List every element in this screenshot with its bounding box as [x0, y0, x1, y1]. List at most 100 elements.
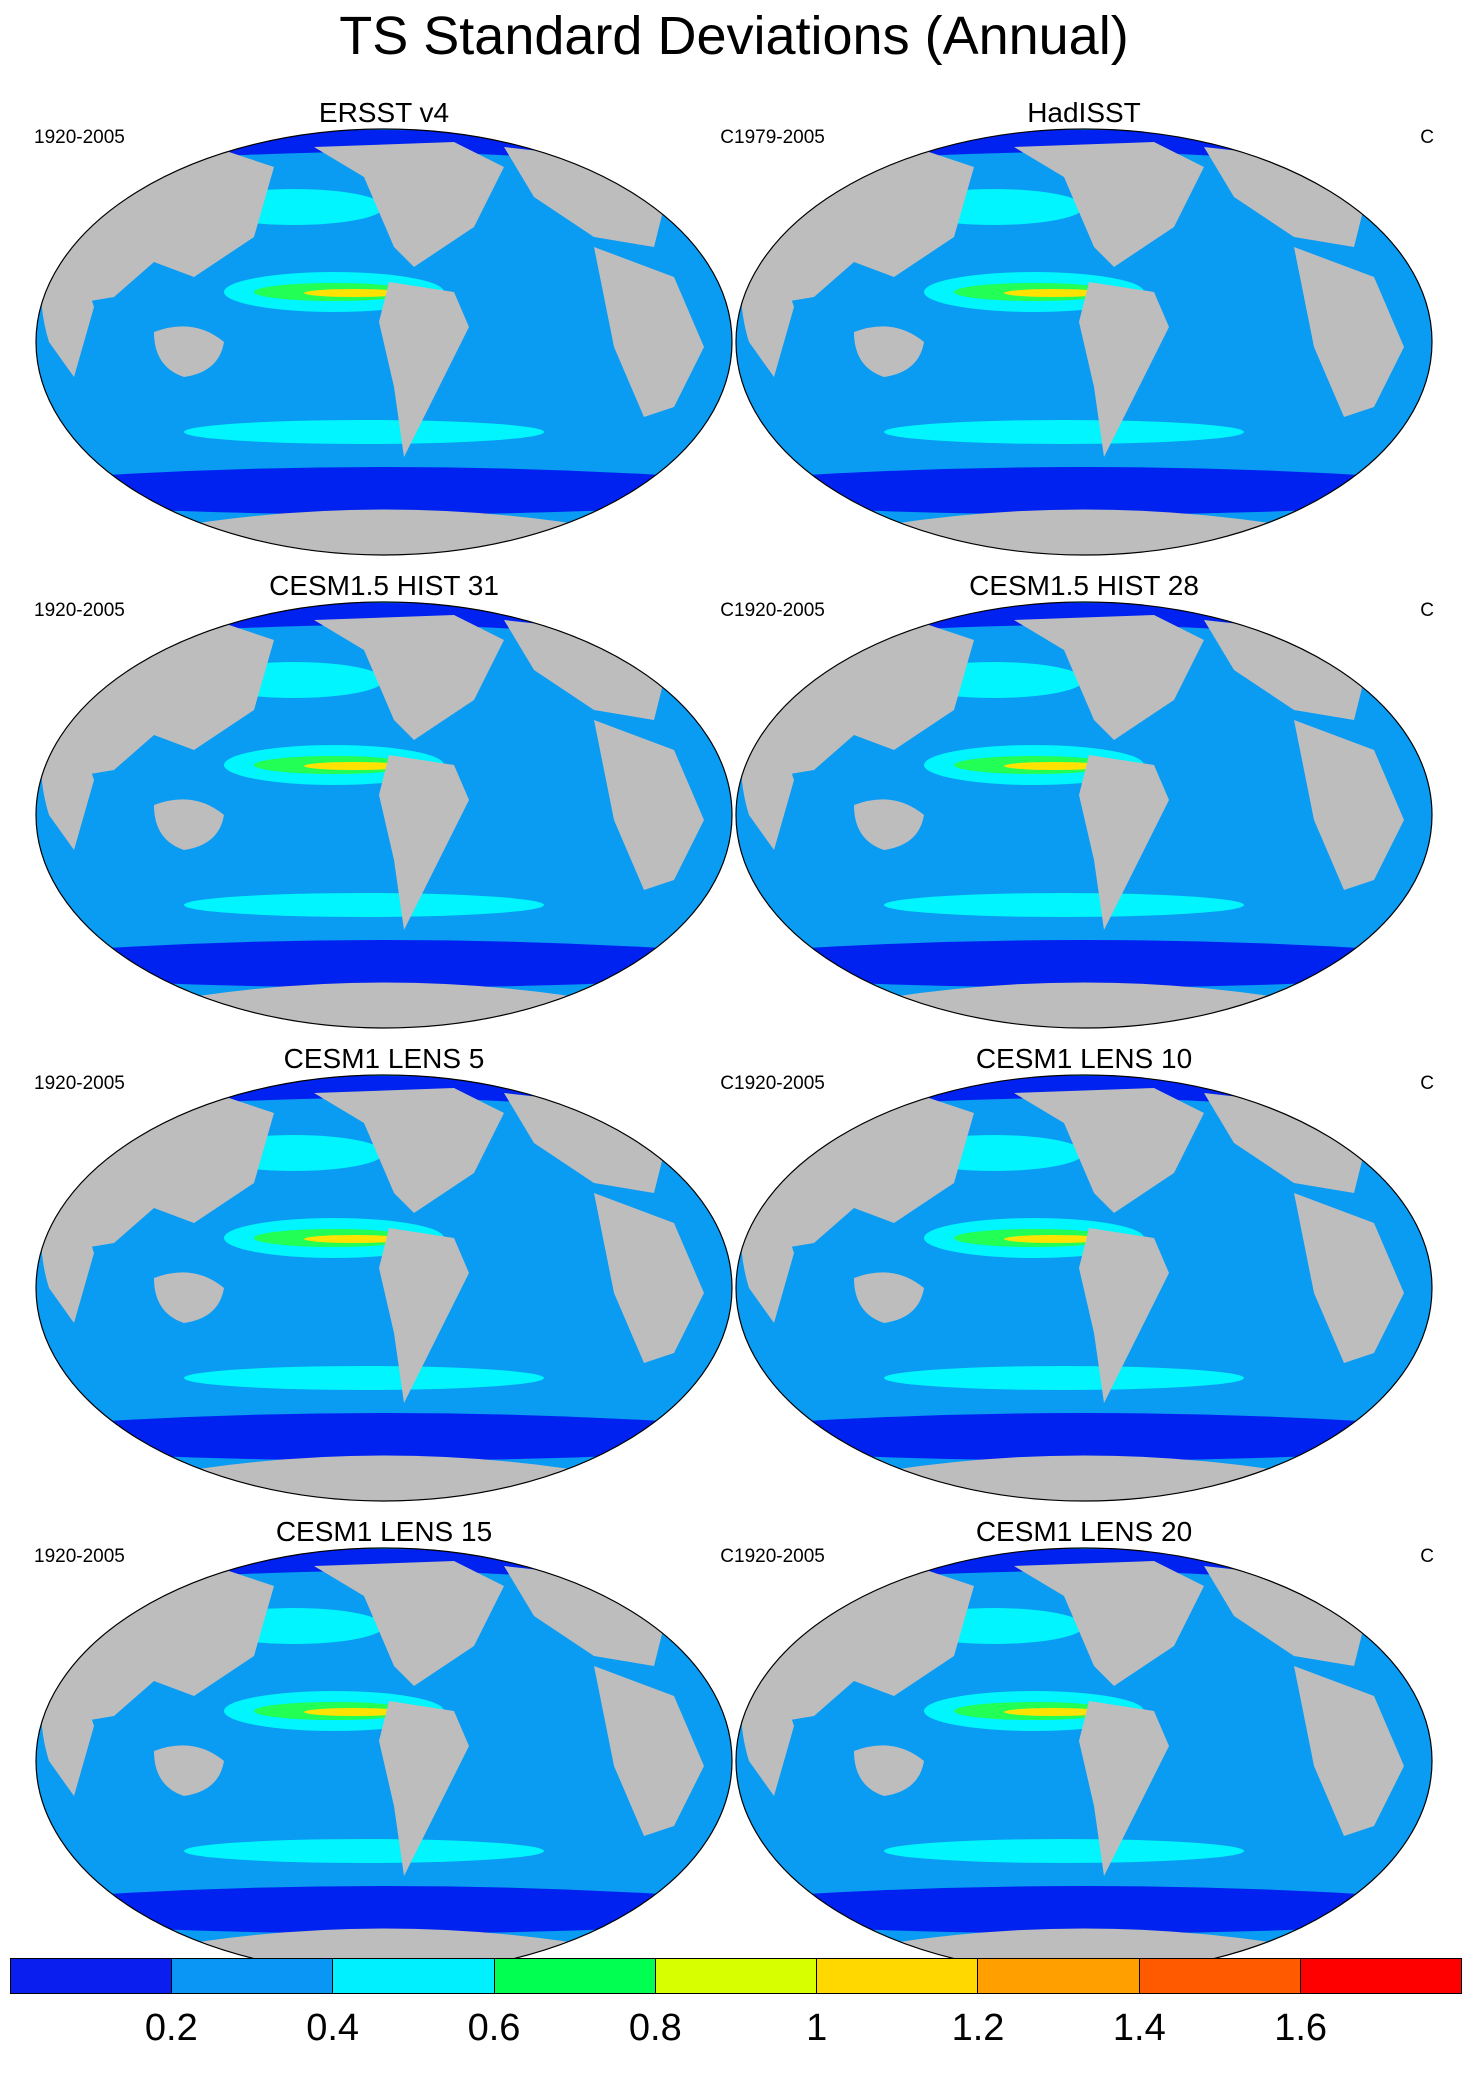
- colorbar-label: 1.6: [1274, 2007, 1328, 2049]
- panel-units: C: [720, 1546, 734, 1567]
- map-outline: [35, 601, 733, 1029]
- panel-years: 1920-2005: [34, 1073, 125, 1094]
- north-america-land: [314, 142, 504, 267]
- panel-years: 1920-2005: [734, 1073, 825, 1094]
- north-america-land: [1014, 1088, 1204, 1213]
- map-panel-cesm1-lens15: CESM1 LENS 15 1920-2005 C: [34, 1516, 734, 1976]
- panel-units: C: [720, 600, 734, 621]
- africa-land: [40, 735, 94, 850]
- panel-title: CESM1 LENS 5: [283, 1043, 485, 1074]
- pacific-peak: [304, 1235, 404, 1243]
- southern-band: [184, 1366, 544, 1390]
- south-america-land: [1079, 755, 1169, 930]
- panel-title: HadISST: [1027, 97, 1141, 128]
- south-america-land: [379, 755, 469, 930]
- south-america-land: [1079, 1228, 1169, 1403]
- southern-band: [184, 1839, 544, 1863]
- colorbar-box: [1139, 1959, 1301, 1993]
- panel-years: 1920-2005: [34, 1546, 125, 1567]
- panel-years: 1979-2005: [734, 127, 825, 148]
- colorbar-label: 1: [806, 2007, 828, 2049]
- north-america-land: [1014, 142, 1204, 267]
- panel-years: 1920-2005: [34, 600, 125, 621]
- map-outline: [735, 601, 1433, 1029]
- antarctic-ice: [774, 1413, 1394, 1461]
- colorbar-box: [1300, 1959, 1461, 1993]
- map-panel-cesm1-lens10: CESM1 LENS 10 1920-2005 C: [734, 1043, 1434, 1503]
- panel-title: CESM1 LENS 20: [975, 1516, 1193, 1547]
- africa-east-land: [594, 247, 704, 417]
- africa-land: [740, 735, 794, 850]
- africa-east-land: [1294, 247, 1404, 417]
- southern-band: [884, 420, 1244, 444]
- australia-land: [854, 799, 924, 850]
- world-map: [735, 601, 1433, 1029]
- southern-band: [184, 420, 544, 444]
- europe-land: [1204, 1093, 1364, 1193]
- pacific-peak: [1004, 762, 1104, 770]
- page-title: TS Standard Deviations (Annual): [339, 6, 1129, 66]
- world-map: [735, 1074, 1433, 1502]
- africa-land: [40, 262, 94, 377]
- south-america-land: [1079, 1701, 1169, 1876]
- pacific-peak: [1004, 289, 1104, 297]
- pacific-peak: [304, 289, 404, 297]
- africa-east-land: [594, 1666, 704, 1836]
- map-panel-cesm15-hist31: CESM1.5 HIST 31 1920-2005 C: [34, 570, 734, 1030]
- panel-years: 1920-2005: [34, 127, 125, 148]
- panel-years: 1920-2005: [734, 1546, 825, 1567]
- europe-land: [504, 1566, 664, 1666]
- europe-land: [504, 1093, 664, 1193]
- pacific-peak: [304, 762, 404, 770]
- map-panel-hadisst: HadISST 1979-2005 C: [734, 97, 1434, 557]
- colorbar-label: 1.4: [1112, 2007, 1166, 2049]
- africa-land: [740, 262, 794, 377]
- map-panel-ersst: ERSST v4 1920-2005 C: [34, 97, 734, 557]
- australia-land: [154, 1745, 224, 1796]
- panel-units: C: [720, 127, 734, 148]
- southern-band: [884, 1366, 1244, 1390]
- map-outline: [735, 1074, 1433, 1502]
- antarctic-ice: [74, 940, 694, 988]
- europe-land: [504, 620, 664, 720]
- europe-land: [1204, 147, 1364, 247]
- colorbar-box: [978, 1959, 1140, 1993]
- map-outline: [35, 128, 733, 556]
- europe-land: [1204, 620, 1364, 720]
- panel-title: CESM1.5 HIST 28: [969, 570, 1199, 601]
- colorbar-box: [172, 1959, 334, 1993]
- north-america-land: [1014, 615, 1204, 740]
- africa-east-land: [1294, 720, 1404, 890]
- colorbar-label: 0.4: [306, 2007, 360, 2049]
- antarctic-ice: [774, 467, 1394, 515]
- africa-east-land: [594, 1193, 704, 1363]
- world-map: [35, 128, 733, 556]
- australia-land: [854, 1745, 924, 1796]
- map-outline: [735, 128, 1433, 556]
- colorbar-box: [494, 1959, 656, 1993]
- colorbar-label: 0.6: [467, 2007, 521, 2049]
- colorbar-label: 1.2: [951, 2007, 1005, 2049]
- colorbar-boxes: [10, 1958, 1462, 1994]
- australia-land: [154, 799, 224, 850]
- africa-east-land: [1294, 1193, 1404, 1363]
- map-panel-cesm15-hist28: CESM1.5 HIST 28 1920-2005 C: [734, 570, 1434, 1030]
- south-america-land: [379, 1701, 469, 1876]
- colorbar-box: [333, 1959, 495, 1993]
- southern-band: [884, 1839, 1244, 1863]
- north-america-land: [314, 615, 504, 740]
- colorbar-box: [655, 1959, 818, 1993]
- panel-title: CESM1 LENS 15: [275, 1516, 493, 1547]
- australia-land: [854, 326, 924, 377]
- map-outline: [35, 1074, 733, 1502]
- australia-land: [854, 1272, 924, 1323]
- world-map: [735, 1547, 1433, 1975]
- north-america-land: [314, 1561, 504, 1686]
- pacific-peak: [1004, 1708, 1104, 1716]
- antarctic-ice: [74, 467, 694, 515]
- world-map: [35, 1074, 733, 1502]
- map-panel-cesm1-lens5: CESM1 LENS 5 1920-2005 C: [34, 1043, 734, 1503]
- antarctic-ice: [74, 1413, 694, 1461]
- southern-band: [184, 893, 544, 917]
- colorbar-box: [11, 1959, 173, 1993]
